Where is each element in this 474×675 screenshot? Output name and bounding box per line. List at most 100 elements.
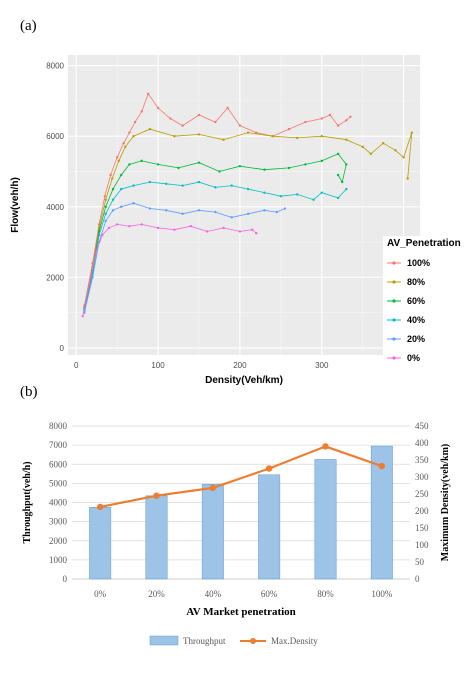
y-tick-label: 8000 (46, 62, 64, 71)
data-point-20% (148, 207, 152, 210)
legend-label: 100% (407, 258, 430, 268)
y-right-tick-label: 350 (415, 455, 429, 465)
data-point-40% (97, 233, 101, 237)
x-tick-label: 20% (148, 589, 165, 599)
x-tick-label: 0 (74, 361, 79, 370)
data-point-60% (218, 170, 221, 173)
data-point-0% (101, 233, 104, 237)
data-point-100% (103, 194, 107, 198)
x-axis-title: Density(Veh/km) (205, 375, 283, 386)
data-point-80% (148, 127, 152, 131)
data-point-40% (320, 191, 323, 194)
data-point-80% (222, 138, 225, 141)
data-point-20% (197, 209, 201, 212)
data-point-40% (345, 187, 348, 191)
data-point-60% (177, 166, 180, 170)
legend-label: 40% (407, 315, 425, 325)
data-point-20% (91, 276, 94, 279)
y-right-tick-label: 400 (415, 438, 429, 448)
data-point-40% (296, 193, 299, 196)
data-point-0% (140, 223, 143, 226)
data-point-0% (189, 224, 192, 228)
x-tick-label: 60% (261, 589, 278, 599)
data-point-100% (349, 115, 352, 118)
data-point-20% (132, 202, 135, 205)
data-point-80% (406, 177, 409, 180)
data-point-80% (410, 131, 414, 134)
y-tick-label: 2000 (46, 273, 64, 282)
data-point-0% (81, 314, 84, 318)
y-tick-label: 0 (63, 574, 68, 584)
legend-label: 60% (407, 296, 425, 306)
data-point-60% (287, 166, 291, 170)
data-point-100% (238, 124, 242, 127)
legend-marker-60% (392, 299, 396, 303)
y-tick-label: 4000 (49, 498, 68, 508)
data-point-0% (156, 226, 160, 230)
y-right-tick-label: 300 (415, 472, 429, 482)
data-point-max-density (265, 465, 273, 472)
data-point-20% (165, 209, 168, 212)
data-point-60% (197, 161, 201, 164)
data-point-80% (124, 145, 127, 148)
legend-marker-0% (392, 356, 396, 360)
data-point-60% (120, 173, 123, 177)
y-tick-label: 3000 (49, 517, 68, 527)
data-point-40% (197, 180, 201, 184)
legend-marker-max-density (250, 638, 256, 644)
data-point-100% (122, 142, 125, 145)
data-point-40% (279, 194, 283, 198)
y-tick-label: 2000 (49, 536, 68, 546)
y-tick-label: 6000 (49, 459, 68, 469)
x-tick-label: 0% (94, 589, 107, 599)
panel-a-label: (a) (20, 18, 37, 34)
data-point-60% (341, 180, 344, 184)
data-point-20% (181, 212, 184, 216)
bar-throughput (145, 495, 168, 580)
data-point-40% (165, 182, 168, 186)
data-point-60% (128, 163, 131, 166)
data-point-100% (133, 120, 137, 124)
data-point-0% (173, 228, 176, 231)
data-point-40% (336, 196, 340, 200)
data-point-20% (120, 205, 123, 208)
legend-label: Throughput (183, 636, 226, 646)
data-point-40% (120, 187, 123, 191)
data-point-100% (197, 113, 201, 117)
data-point-100% (287, 127, 291, 131)
x-tick-label: 300 (315, 361, 329, 370)
data-point-60% (304, 163, 307, 166)
data-point-max-density (378, 462, 386, 470)
legend-label: 20% (407, 334, 425, 344)
legend-marker-80% (392, 280, 396, 284)
data-point-40% (246, 187, 250, 191)
data-point-80% (320, 134, 323, 138)
data-point-20% (263, 209, 266, 212)
data-point-max-density (209, 484, 217, 492)
chart-flow-density: 010020030040002000400060008000Density(Ve… (10, 55, 461, 386)
data-point-80% (111, 177, 114, 180)
legend-label: 0% (407, 353, 420, 363)
data-point-100% (109, 173, 112, 177)
data-point-0% (238, 230, 242, 233)
data-point-40% (312, 198, 315, 201)
data-point-40% (263, 191, 266, 194)
y-axis-title: Throughput(veh/h) (22, 461, 33, 543)
data-point-80% (117, 159, 120, 163)
data-point-100% (128, 131, 131, 134)
data-point-60% (140, 159, 143, 163)
data-point-100% (320, 117, 323, 120)
data-point-60% (156, 163, 160, 166)
data-point-80% (132, 134, 135, 138)
data-point-0% (94, 251, 98, 254)
series-line-max-density (99, 445, 383, 508)
x-tick-label: 100 (151, 361, 165, 370)
y-tick-label: 1000 (49, 555, 68, 565)
data-point-0% (88, 283, 91, 286)
y-tick-label: 6000 (46, 132, 64, 141)
data-point-100% (336, 124, 340, 127)
data-point-40% (214, 186, 217, 189)
data-point-0% (250, 228, 254, 231)
data-point-0% (128, 224, 131, 228)
y-tick-label: 7000 (49, 440, 68, 450)
